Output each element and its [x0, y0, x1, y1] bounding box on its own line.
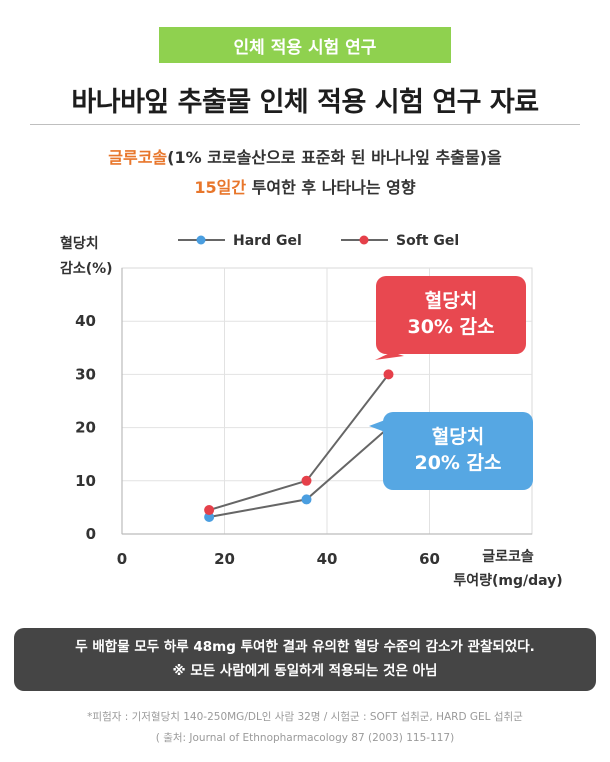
- result-note-line2: ※ 모든 사람에게 동일하게 적용되는 것은 아님: [172, 662, 438, 679]
- data-point: [301, 494, 312, 505]
- data-point: [204, 505, 215, 516]
- subtitle-highlight-duration: 15일간: [194, 178, 247, 197]
- footnote-source: ( 출처: Journal of Ethnopharmacology 87 (2…: [155, 732, 455, 744]
- subtitle-line-1: 글루코솔(1% 코로솔산으로 표준화 된 바나나잎 추출물)을: [0, 144, 610, 168]
- title-divider: [30, 124, 580, 125]
- y-axis-label-line2: 감소(%): [60, 260, 113, 277]
- y-tick-label: 40: [75, 312, 96, 330]
- subtitle-line-2: 15일간 투여한 후 나타나는 영향: [0, 174, 610, 198]
- x-axis-label-line1: 글로코솔: [482, 549, 534, 565]
- legend-label: Soft Gel: [396, 233, 459, 249]
- page-title: 바나바잎 추출물 인체 적용 시험 연구 자료: [71, 87, 539, 118]
- legend-marker: [359, 235, 369, 245]
- subtitle-text-2: 투여한 후 나타나는 영향: [246, 178, 416, 197]
- soft-gel-callout-line2: 30% 감소: [407, 316, 495, 338]
- hard-gel-callout-line2: 20% 감소: [414, 452, 502, 474]
- soft-gel-callout: 혈당치 30% 감소: [376, 276, 526, 354]
- y-axis-label-line1: 혈당치: [60, 235, 99, 252]
- x-tick-label: 20: [214, 550, 235, 568]
- result-note-line1: 두 배합물 모두 하루 48mg 투여한 결과 유의한 혈당 수준의 감소가 관…: [75, 638, 535, 655]
- data-point: [383, 369, 394, 380]
- study-badge: 인체 적용 시험 연구: [159, 27, 451, 63]
- x-tick-label: 40: [317, 550, 338, 568]
- y-tick-label: 20: [75, 419, 96, 437]
- soft-gel-callout-tail: [375, 352, 404, 360]
- y-tick-label: 30: [75, 365, 96, 383]
- subtitle-text-1: (1% 코로솔산으로 표준화 된 바나나잎 추출물)을: [167, 148, 502, 167]
- x-axis-label-line2: 투여량(mg/day): [453, 572, 562, 589]
- y-tick-label: 0: [86, 525, 96, 543]
- hard-gel-callout: 혈당치 20% 감소: [383, 412, 533, 490]
- subtitle-highlight-glucosol: 글루코솔: [108, 148, 168, 167]
- x-tick-label: 0: [117, 550, 127, 568]
- x-tick-label: 60: [419, 550, 440, 568]
- data-point: [301, 475, 312, 486]
- hard-gel-callout-line1: 혈당치: [431, 426, 485, 449]
- legend-label: Hard Gel: [233, 233, 302, 249]
- footnote-subjects: *피험자 : 기저혈당치 140-250MG/DL인 사람 32명 / 시험군 …: [87, 711, 523, 723]
- data-point: [204, 511, 215, 522]
- hard-gel-callout-tail: [369, 420, 385, 432]
- result-note: 두 배합물 모두 하루 48mg 투여한 결과 유의한 혈당 수준의 감소가 관…: [14, 628, 596, 691]
- legend-marker: [196, 235, 206, 245]
- soft-gel-callout-line1: 혈당치: [424, 290, 478, 313]
- y-tick-label: 10: [75, 472, 96, 490]
